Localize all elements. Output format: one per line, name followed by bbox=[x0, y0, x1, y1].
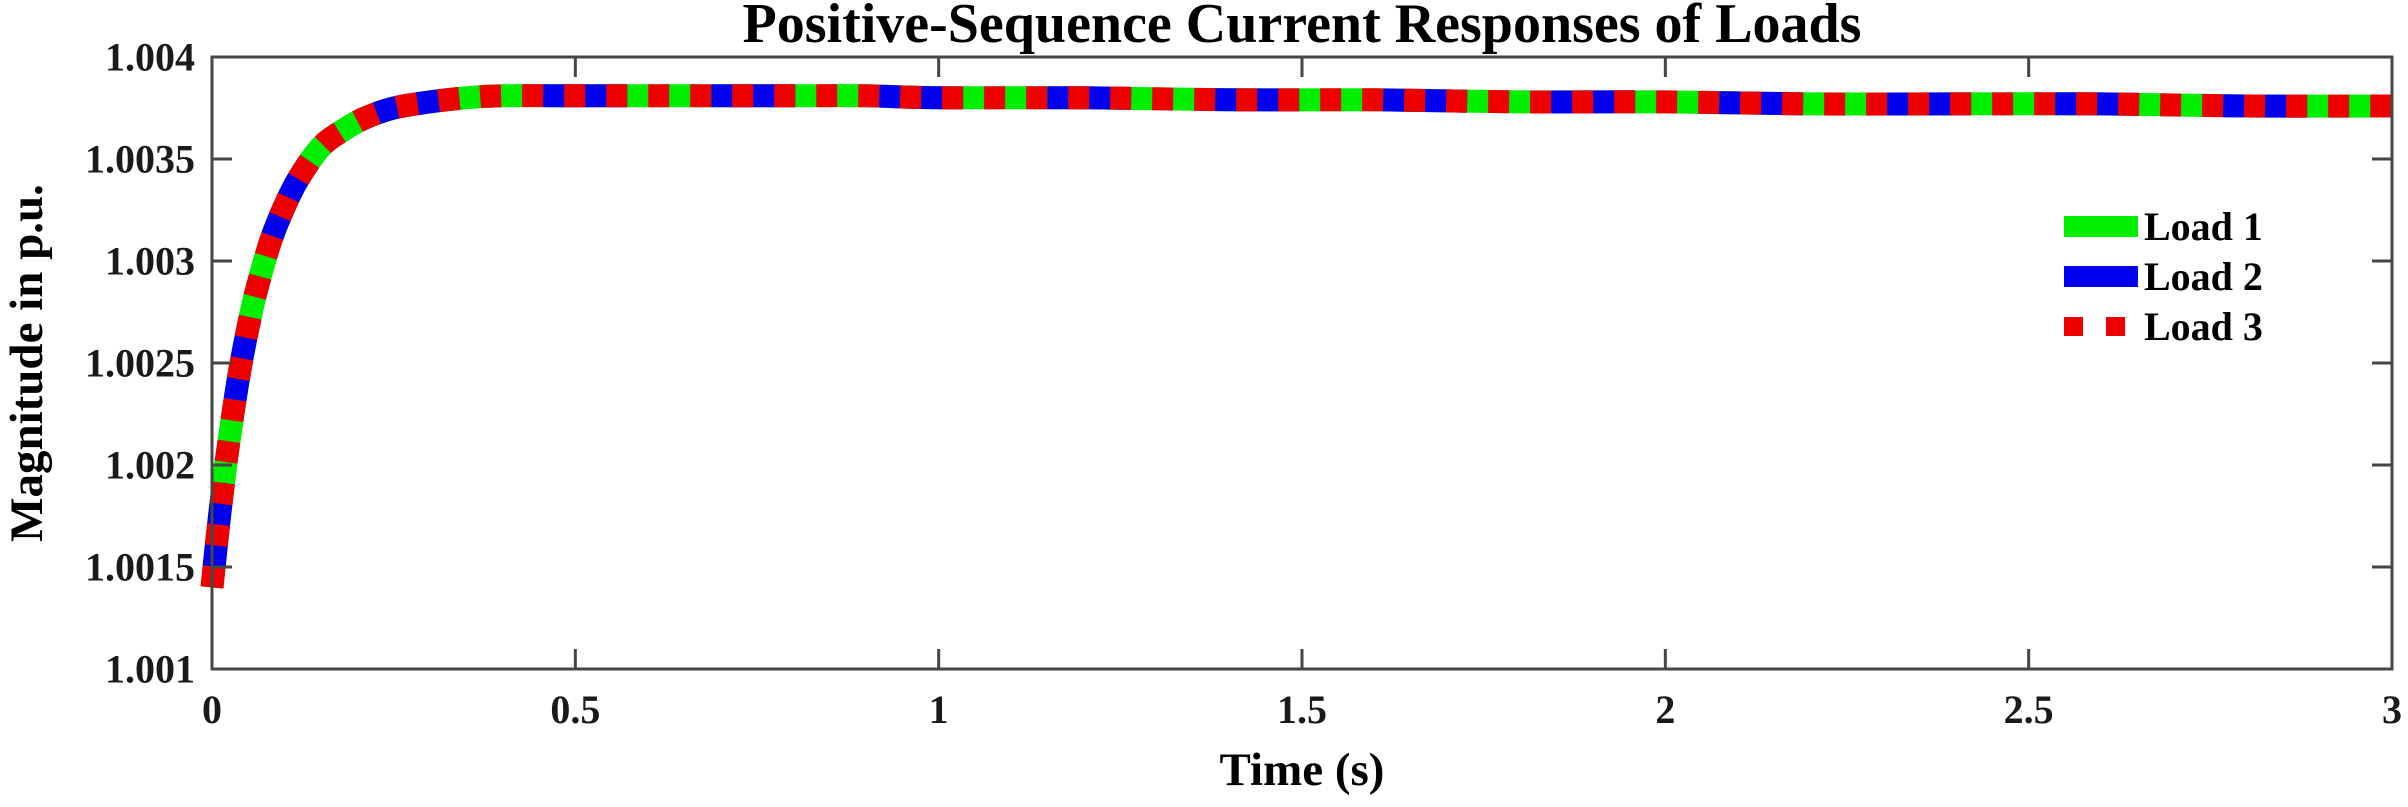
legend: Load 1 Load 2 Load 3 bbox=[2064, 206, 2263, 347]
dash-segment bbox=[2064, 317, 2083, 336]
y-tick-label: 1.003 bbox=[105, 238, 195, 284]
y-tick-label: 1.001 bbox=[105, 646, 195, 692]
y-tick-label: 1.0015 bbox=[85, 544, 195, 590]
chart-title: Positive-Sequence Current Responses of L… bbox=[742, 0, 1862, 55]
dash-segment bbox=[2106, 317, 2125, 336]
x-tick-label: 1 bbox=[928, 687, 949, 732]
legend-item-load-3: Load 3 bbox=[2064, 306, 2263, 347]
legend-item-load-1: Load 1 bbox=[2064, 206, 2263, 247]
x-tick-label: 0.5 bbox=[550, 687, 601, 732]
y-tick-label: 1.0025 bbox=[85, 340, 195, 386]
line-segment bbox=[2064, 266, 2138, 287]
line-segment bbox=[2064, 216, 2138, 237]
y-tick-label: 1.0035 bbox=[85, 136, 195, 182]
y-tick-label: 1.004 bbox=[105, 34, 195, 80]
legend-item-load-2: Load 2 bbox=[2064, 256, 2263, 297]
x-axis-label: Time (s) bbox=[1219, 744, 1385, 796]
legend-label: Load 3 bbox=[2144, 304, 2263, 349]
curve-load-3 bbox=[200, 84, 2393, 589]
legend-label: Load 2 bbox=[2144, 254, 2263, 299]
legend-line-sample bbox=[2064, 317, 2138, 336]
x-tick-label: 1.5 bbox=[1277, 687, 1327, 732]
x-tick-label: 3 bbox=[2382, 687, 2402, 732]
y-axis-label: Magnitude in p.u. bbox=[1, 184, 53, 542]
axes-box bbox=[210, 55, 2394, 671]
y-tick-label: 1.002 bbox=[105, 442, 195, 488]
legend-line-sample bbox=[2064, 266, 2138, 287]
x-tick-label: 2 bbox=[1655, 687, 1676, 732]
x-tick-label: 2.5 bbox=[2003, 687, 2054, 732]
legend-label: Load 1 bbox=[2144, 204, 2263, 249]
x-tick-label: 0 bbox=[202, 687, 222, 732]
legend-line-sample bbox=[2064, 216, 2138, 237]
